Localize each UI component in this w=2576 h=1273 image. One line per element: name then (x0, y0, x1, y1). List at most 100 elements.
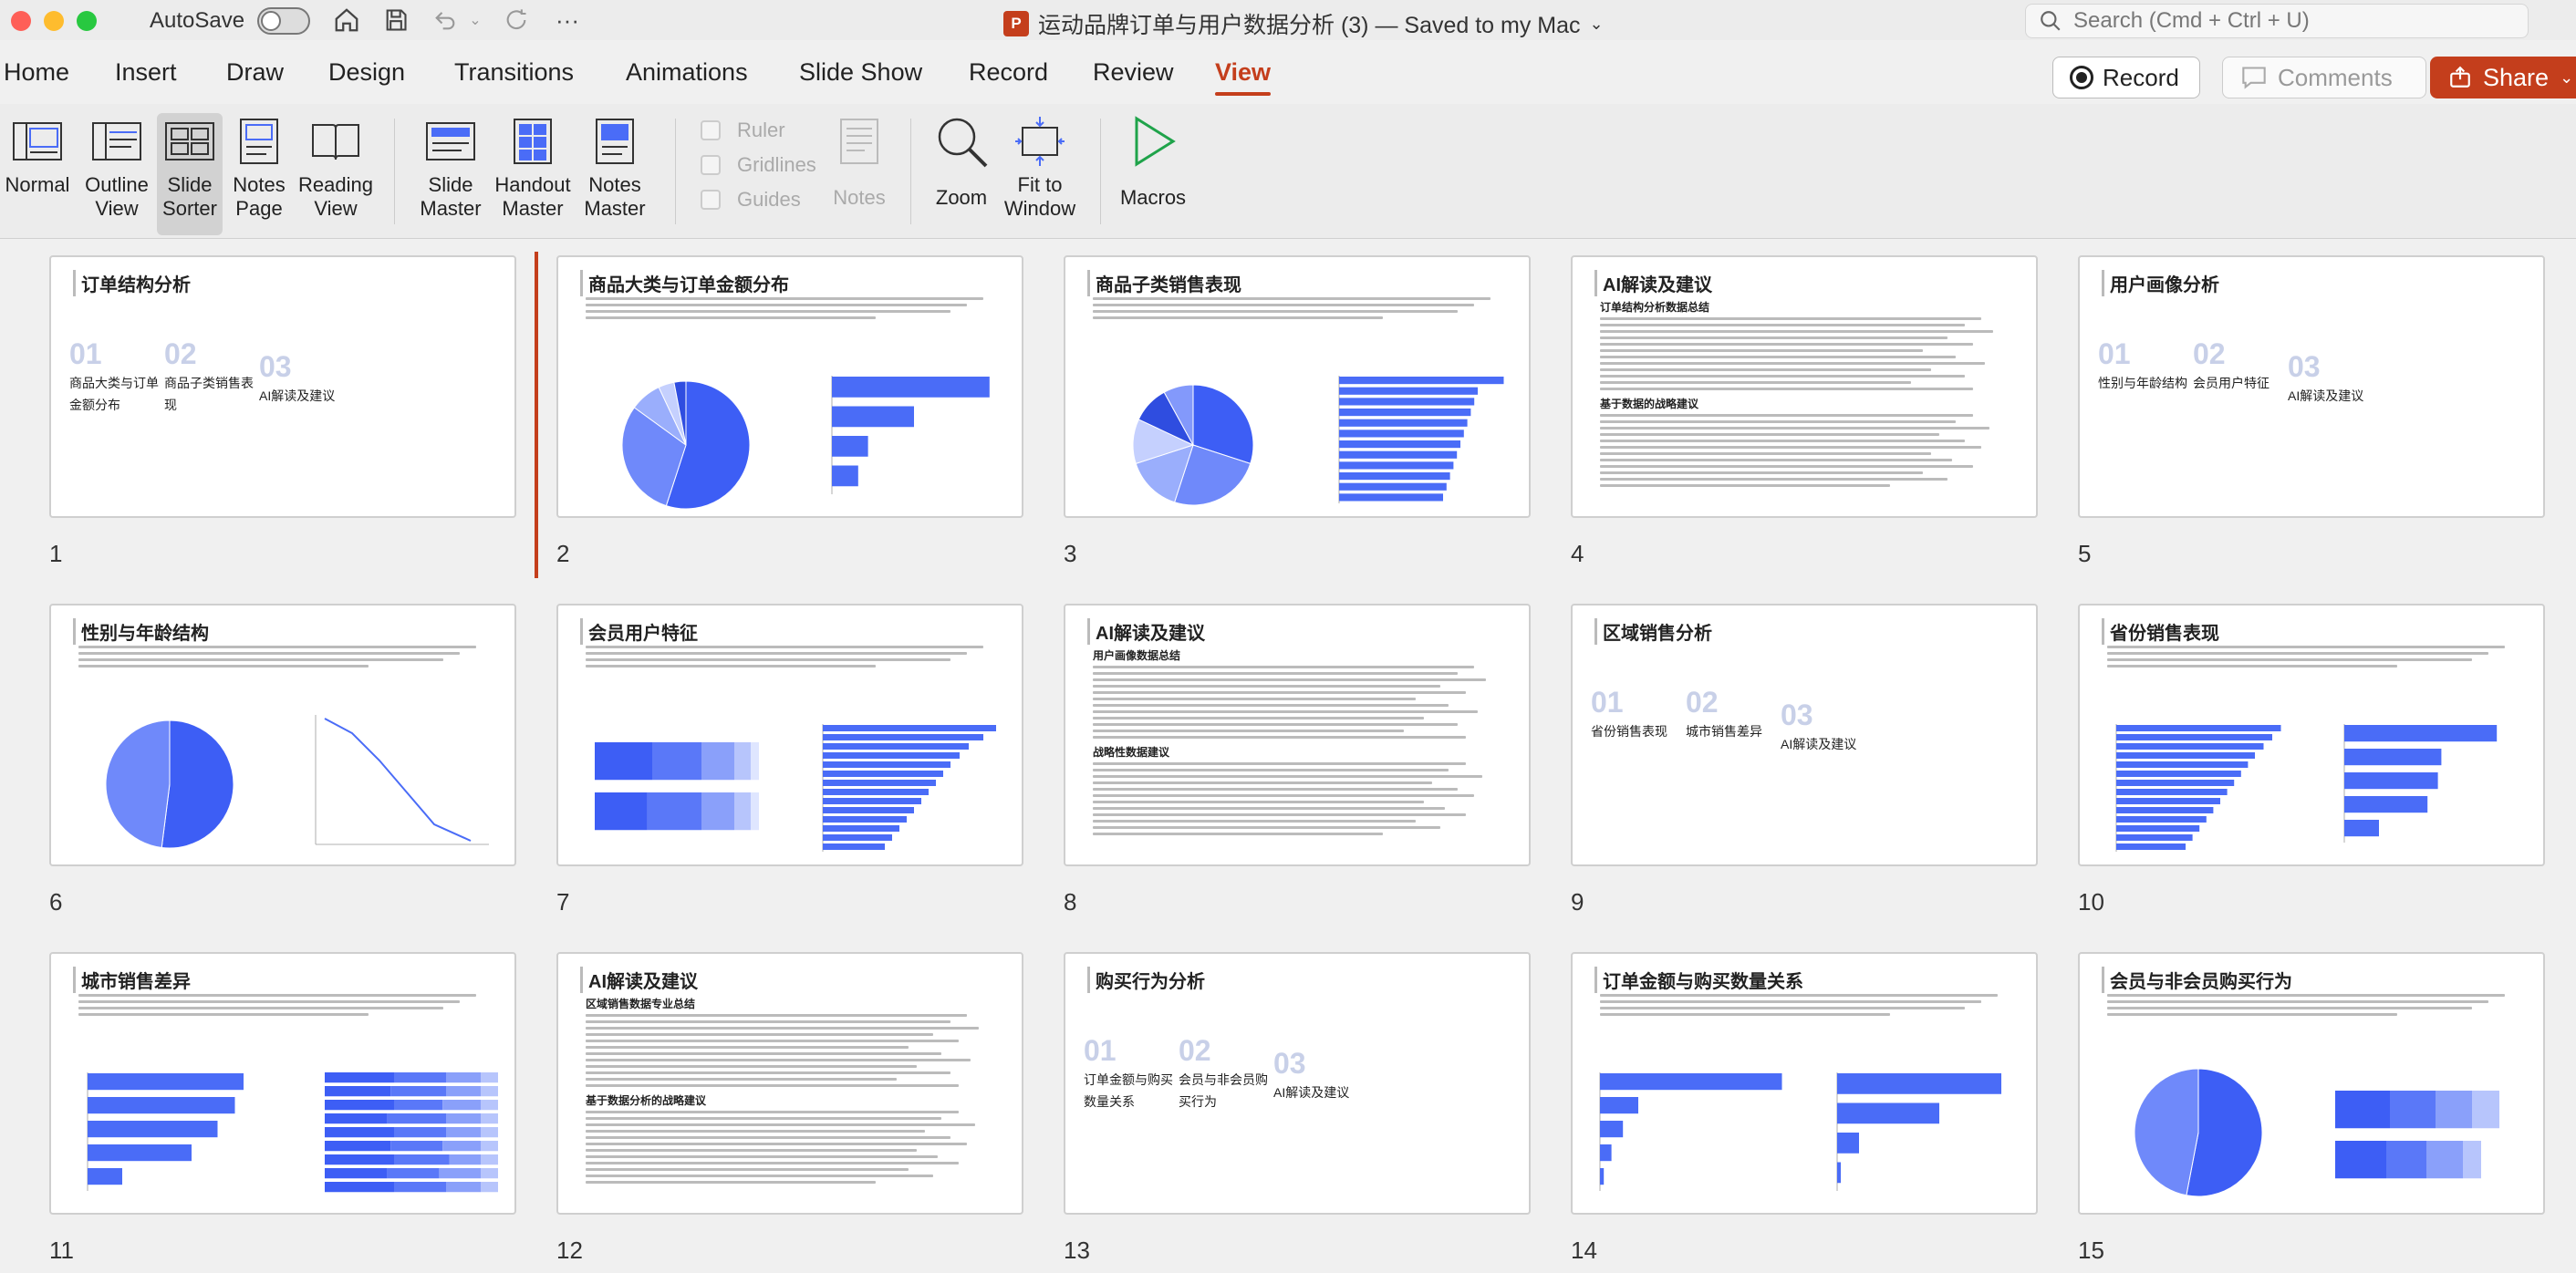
tab-record[interactable]: Record (969, 58, 1049, 86)
section-number: 03 (2288, 350, 2321, 383)
slide-canvas[interactable]: AI解读及建议 区域销售数据专业总结 基于数据分析的战略建议 (556, 952, 1023, 1215)
slide-text-lines (586, 646, 1000, 671)
autosave-toggle[interactable] (257, 7, 310, 35)
outline-view-button[interactable]: Outline View (80, 115, 153, 221)
search-input[interactable]: Search (Cmd + Ctrl + U) (2025, 4, 2529, 38)
undo-icon[interactable] (429, 5, 462, 35)
guides-label: Guides (737, 188, 801, 211)
slide-canvas[interactable]: 订单金额与购买数量关系 (1571, 952, 2038, 1215)
slide-text-lines (1600, 414, 2014, 491)
slide-thumbnail-9[interactable]: 区域销售分析 01 省份销售表现 02 城市销售差异 03 AI解读及建议 9 (1571, 604, 2038, 916)
macros-button[interactable]: Macros (1115, 115, 1191, 210)
section-label: 订单金额与购买数量关系 (1084, 1072, 1173, 1109)
comments-button[interactable]: Comments (2222, 57, 2426, 98)
gridlines-checkbox[interactable]: Gridlines (701, 153, 816, 177)
close-window-button[interactable] (11, 11, 31, 31)
share-button[interactable]: Share ⌄ (2430, 57, 2576, 98)
document-title[interactable]: P 运动品牌订单与用户数据分析 (3) — Saved to my Mac ⌄ (1003, 7, 1604, 40)
notes-master-button[interactable]: Notes Master (580, 115, 649, 221)
section-number: 03 (259, 350, 292, 383)
slide-canvas[interactable]: 城市销售差异 (49, 952, 516, 1215)
chevron-down-icon[interactable]: ⌄ (2560, 67, 2574, 87)
slide-text-lines (1600, 994, 2014, 1019)
slide-thumbnail-5[interactable]: 用户画像分析 01 性别与年龄结构 02 会员用户特征 03 AI解读及建议 5 (2078, 255, 2545, 567)
slide-thumbnail-10[interactable]: 省份销售表现 10 (2078, 604, 2545, 916)
slide-thumbnail-8[interactable]: AI解读及建议 用户画像数据总结 战略性数据建议 8 (1064, 604, 1531, 916)
slide-chart-graphics (595, 724, 996, 852)
guides-checkbox[interactable]: Guides (701, 188, 801, 212)
slide-thumbnail-1[interactable]: 订单结构分析 01 商品大类与订单金额分布 02 商品子类销售表现 03 AI解读及建议 1 (49, 255, 516, 567)
section-item: 02 会员与非会员购买行为 (1179, 1032, 1270, 1113)
slide-canvas[interactable]: AI解读及建议 用户画像数据总结 战略性数据建议 (1064, 604, 1531, 866)
handout-master-button[interactable]: Handout Master (489, 115, 576, 221)
slide-thumbnail-14[interactable]: 订单金额与购买数量关系 14 (1571, 952, 2038, 1264)
section-label: 性别与年龄结构 (2098, 376, 2187, 390)
slide-canvas[interactable]: 商品子类销售表现 (1064, 255, 1531, 518)
handout-master-label-1: Handout (494, 173, 571, 196)
slide-canvas[interactable]: 订单结构分析 01 商品大类与订单金额分布 02 商品子类销售表现 03 AI解读及建议 (49, 255, 516, 518)
maximize-window-button[interactable] (77, 11, 97, 31)
slide-title: 订单金额与购买数量关系 (1594, 967, 1803, 993)
slide-thumbnail-15[interactable]: 会员与非会员购买行为 15 (2078, 952, 2545, 1264)
section-item: 03 AI解读及建议 (2288, 348, 2379, 407)
tab-design[interactable]: Design (328, 58, 406, 86)
slide-thumbnail-4[interactable]: AI解读及建议 订单结构分析数据总结 基于数据的战略建议 4 (1571, 255, 2038, 567)
slide-sorter-icon (163, 115, 216, 168)
slide-title: 城市销售差异 (73, 967, 191, 993)
tab-view[interactable]: View (1215, 58, 1272, 96)
tab-slide-show[interactable]: Slide Show (799, 58, 923, 86)
ruler-checkbox[interactable]: Ruler (701, 119, 785, 142)
ruler-label: Ruler (737, 119, 785, 141)
slide-canvas[interactable]: 会员与非会员购买行为 (2078, 952, 2545, 1215)
slide-canvas[interactable]: 用户画像分析 01 性别与年龄结构 02 会员用户特征 03 AI解读及建议 (2078, 255, 2545, 518)
slide-thumbnail-6[interactable]: 性别与年龄结构 6 (49, 604, 516, 916)
tab-home[interactable]: Home (4, 58, 70, 86)
notes-icon (833, 115, 886, 168)
slide-thumbnail-2[interactable]: 商品大类与订单金额分布 2 (556, 255, 1023, 567)
minimize-window-button[interactable] (44, 11, 64, 31)
notes-label: Notes (833, 186, 886, 209)
slide-chart-graphics (105, 715, 489, 849)
slide-thumbnail-13[interactable]: 购买行为分析 01 订单金额与购买数量关系 02 会员与非会员购买行为 03 AI解读及建议… (1064, 952, 1531, 1264)
tab-transitions[interactable]: Transitions (454, 58, 575, 86)
undo-dropdown-icon[interactable]: ⌄ (469, 13, 482, 28)
slide-number: 9 (1571, 888, 1584, 916)
fit-to-window-button[interactable]: Fit to Window (1002, 115, 1078, 221)
home-icon[interactable] (330, 5, 363, 35)
record-button[interactable]: Record (2052, 57, 2200, 98)
slide-title: AI解读及建议 (1594, 270, 1712, 296)
slide-text-lines (1600, 317, 2014, 394)
tab-insert[interactable]: Insert (115, 58, 177, 86)
slide-thumbnail-11[interactable]: 城市销售差异 11 (49, 952, 516, 1264)
slide-canvas[interactable]: 会员用户特征 (556, 604, 1023, 866)
ribbon-view-commands: Normal Outline View Slide Sorter Notes P… (0, 104, 2576, 239)
slide-thumbnail-3[interactable]: 商品子类销售表现 3 (1064, 255, 1531, 567)
share-button-label: Share (2483, 63, 2550, 91)
tab-review[interactable]: Review (1093, 58, 1174, 86)
slide-canvas[interactable]: 商品大类与订单金额分布 (556, 255, 1023, 518)
normal-view-button[interactable]: Normal (5, 115, 69, 197)
tab-draw[interactable]: Draw (226, 58, 285, 86)
more-options-icon[interactable]: ··· (556, 5, 579, 34)
slide-canvas[interactable]: 省份销售表现 (2078, 604, 2545, 866)
slide-canvas[interactable]: 区域销售分析 01 省份销售表现 02 城市销售差异 03 AI解读及建议 (1571, 604, 2038, 866)
slide-master-button[interactable]: Slide Master (416, 115, 485, 221)
section-label: 城市销售差异 (1686, 724, 1762, 739)
slide-canvas[interactable]: 性别与年龄结构 (49, 604, 516, 866)
reading-view-button[interactable]: Reading View (296, 115, 376, 221)
slide-sorter-button[interactable]: Slide Sorter (157, 113, 223, 235)
zoom-button[interactable]: Zoom (925, 115, 998, 210)
slide-title: 用户画像分析 (2102, 270, 2219, 296)
notes-button[interactable]: Notes (826, 115, 892, 210)
outline-view-label-1: Outline (85, 173, 149, 196)
redo-icon[interactable] (500, 5, 533, 35)
slide-thumbnail-12[interactable]: AI解读及建议 区域销售数据专业总结 基于数据分析的战略建议 12 (556, 952, 1023, 1264)
tab-animations[interactable]: Animations (626, 58, 748, 86)
slide-canvas[interactable]: 购买行为分析 01 订单金额与购买数量关系 02 会员与非会员购买行为 03 AI解读及建议 (1064, 952, 1531, 1215)
slide-subheading: 用户画像数据总结 (1093, 649, 1181, 662)
save-icon[interactable] (379, 5, 412, 35)
insertion-marker (535, 252, 538, 578)
slide-canvas[interactable]: AI解读及建议 订单结构分析数据总结 基于数据的战略建议 (1571, 255, 2038, 518)
slide-thumbnail-7[interactable]: 会员用户特征 7 (556, 604, 1023, 916)
notes-page-button[interactable]: Notes Page (228, 115, 290, 221)
